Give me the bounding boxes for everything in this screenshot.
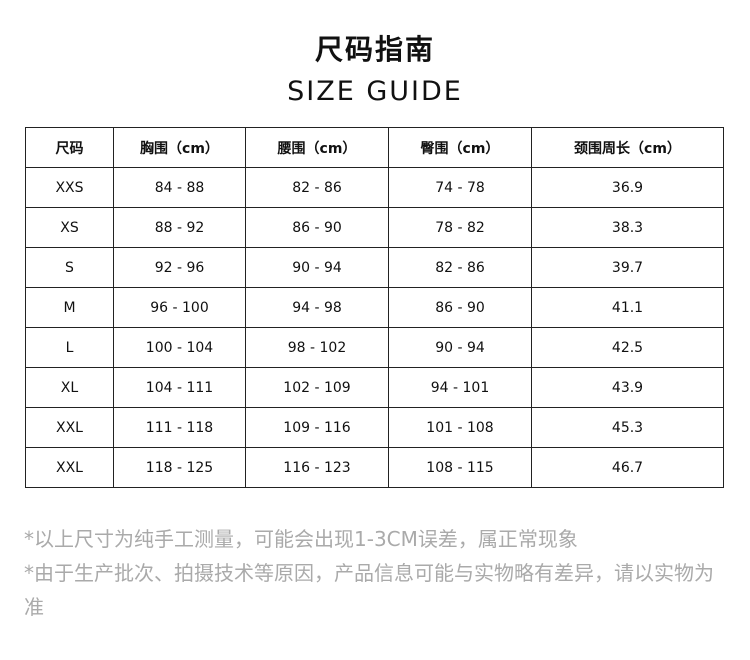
table-cell: 82 - 86 <box>245 167 389 208</box>
table-cell: 46.7 <box>531 447 724 488</box>
table-cell: 43.9 <box>531 367 724 408</box>
table-cell: 86 - 90 <box>388 287 532 328</box>
table-cell: 84 - 88 <box>113 167 246 208</box>
table-row: XXS 84 - 88 82 - 86 74 - 78 36.9 <box>25 167 724 208</box>
column-header: 颈围周长（cm） <box>531 127 724 168</box>
table-cell: XL <box>25 367 114 408</box>
table-cell: M <box>25 287 114 328</box>
page-subtitle: SIZE GUIDE <box>287 76 463 107</box>
table-cell: 45.3 <box>531 407 724 448</box>
table-cell: 108 - 115 <box>388 447 532 488</box>
table-cell: 38.3 <box>531 207 724 248</box>
table-cell: 36.9 <box>531 167 724 208</box>
table-cell: 42.5 <box>531 327 724 368</box>
table-row: L 100 - 104 98 - 102 90 - 94 42.5 <box>25 327 724 368</box>
table-cell: 90 - 94 <box>245 247 389 288</box>
table-cell: 74 - 78 <box>388 167 532 208</box>
table-cell: 98 - 102 <box>245 327 389 368</box>
table-cell: 39.7 <box>531 247 724 288</box>
table-cell: 94 - 101 <box>388 367 532 408</box>
table-cell: L <box>25 327 114 368</box>
note-measurement: *以上尺寸为纯手工测量，可能会出现1-3CM误差，属正常现象 <box>24 527 578 551</box>
table-row: XS 88 - 92 86 - 90 78 - 82 38.3 <box>25 207 724 248</box>
table-cell: 86 - 90 <box>245 207 389 248</box>
note-disclaimer: *由于生产批次、拍摄技术等原因，产品信息可能与实物略有差异，请以实物为准 <box>24 561 714 619</box>
page-title: 尺码指南 <box>314 33 435 66</box>
table-cell: XS <box>25 207 114 248</box>
size-table: 尺码 胸围（cm） 腰围（cm） 臀围（cm） 颈围周长（cm） XXS 84 - 88 8… <box>25 127 724 488</box>
table-cell: 104 - 111 <box>113 367 246 408</box>
column-header: 臀围（cm） <box>388 127 532 168</box>
notes: *以上尺寸为纯手工测量，可能会出现1-3CM误差，属正常现象 *由于生产批次、拍… <box>24 522 724 624</box>
table-cell: 111 - 118 <box>113 407 246 448</box>
table-cell: 116 - 123 <box>245 447 389 488</box>
table-row: XXL 111 - 118 109 - 116 101 - 108 45.3 <box>25 407 724 448</box>
column-header: 尺码 <box>25 127 114 168</box>
table-cell: 101 - 108 <box>388 407 532 448</box>
table-row: XXL 118 - 125 116 - 123 108 - 115 46.7 <box>25 447 724 488</box>
table-cell: XXS <box>25 167 114 208</box>
table-cell: 78 - 82 <box>388 207 532 248</box>
table-cell: 94 - 98 <box>245 287 389 328</box>
table-cell: 92 - 96 <box>113 247 246 288</box>
table-cell: XXL <box>25 407 114 448</box>
table-row: M 96 - 100 94 - 98 86 - 90 41.1 <box>25 287 724 328</box>
table-cell: S <box>25 247 114 288</box>
table-cell: XXL <box>25 447 114 488</box>
table-cell: 96 - 100 <box>113 287 246 328</box>
table-cell: 109 - 116 <box>245 407 389 448</box>
table-row: S 92 - 96 90 - 94 82 - 86 39.7 <box>25 247 724 288</box>
table-cell: 82 - 86 <box>388 247 532 288</box>
table-row: XL 104 - 111 102 - 109 94 - 101 43.9 <box>25 367 724 408</box>
table-cell: 118 - 125 <box>113 447 246 488</box>
table-header-row: 尺码 胸围（cm） 腰围（cm） 臀围（cm） 颈围周长（cm） <box>25 127 724 168</box>
table-cell: 102 - 109 <box>245 367 389 408</box>
column-header: 腰围（cm） <box>245 127 389 168</box>
table-cell: 90 - 94 <box>388 327 532 368</box>
table-cell: 88 - 92 <box>113 207 246 248</box>
column-header: 胸围（cm） <box>113 127 246 168</box>
table-cell: 100 - 104 <box>113 327 246 368</box>
table-cell: 41.1 <box>531 287 724 328</box>
